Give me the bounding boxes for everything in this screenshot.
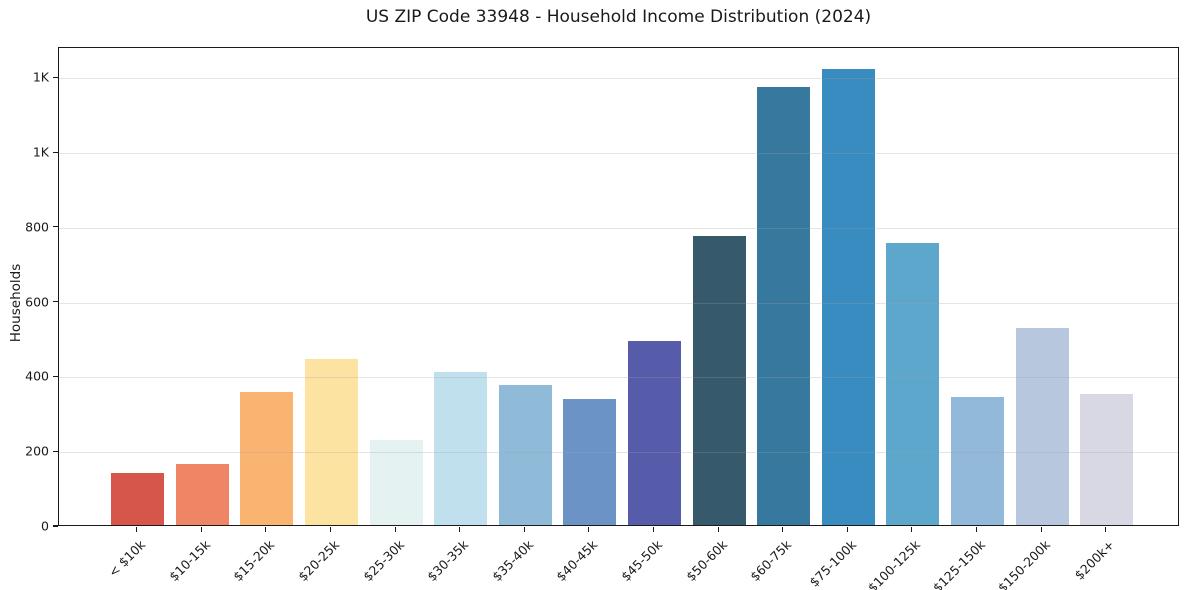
x-tick-label: $25-30k: [359, 537, 407, 585]
y-tick-label: 200: [25, 443, 49, 459]
y-tick-label: 0: [41, 518, 49, 534]
y-tick-mark: [53, 226, 58, 228]
bar-$45-50k: [628, 341, 681, 525]
x-tick-mark: [1105, 527, 1107, 532]
bar-$75-100k: [821, 68, 875, 525]
x-tick-label: $15-20k: [230, 537, 278, 585]
bar-$30-35k: [434, 371, 488, 525]
x-tick-mark: [394, 527, 396, 532]
x-tick-label: $200k+: [1071, 537, 1118, 583]
x-tick-mark: [846, 527, 848, 532]
x-tick-label: $20-25k: [295, 537, 343, 585]
y-tick-label: 600: [25, 294, 49, 310]
bar-$40-45k: [563, 398, 617, 525]
x-tick-label: $35-40k: [488, 537, 536, 585]
y-tick-label: 1K: [32, 69, 49, 85]
gridline: [59, 227, 1178, 229]
x-tick-label: $40-45k: [553, 537, 601, 585]
bar-$25-30k: [369, 439, 423, 525]
x-tick-label: $30-35k: [424, 537, 472, 585]
y-tick-mark: [53, 301, 58, 303]
x-tick-label: $125-150k: [929, 537, 989, 590]
x-tick-mark: [588, 527, 590, 532]
x-tick-mark: [136, 527, 138, 532]
x-tick-mark: [911, 527, 913, 532]
x-tick-mark: [975, 527, 978, 532]
plot-area: [58, 47, 1179, 526]
x-tick-mark: [717, 527, 719, 532]
y-tick-label: 1K: [32, 144, 49, 160]
gridline: [59, 452, 1178, 454]
y-tick-mark: [53, 450, 58, 452]
bar-$200k+: [1080, 394, 1134, 525]
x-tick-mark: [1040, 527, 1042, 532]
bar-$60-75k: [757, 86, 811, 525]
x-tick-label: < $10k: [105, 537, 149, 580]
bar-$35-40k: [498, 384, 552, 525]
x-tick-mark: [200, 527, 202, 532]
x-tick-mark: [782, 527, 784, 532]
x-tick-label: $150-200k: [994, 537, 1053, 590]
x-tick-mark: [523, 527, 525, 532]
x-tick-mark: [459, 527, 461, 532]
y-tick-mark: [53, 76, 58, 78]
x-tick-mark: [265, 527, 267, 532]
gridline: [59, 78, 1178, 80]
gridline: [59, 377, 1178, 379]
bar-$150-200k: [1015, 328, 1069, 525]
bar-$50-60k: [692, 236, 746, 525]
gridline: [59, 153, 1178, 155]
y-tick-mark: [53, 151, 58, 153]
x-tick-label: $60-75k: [747, 537, 795, 585]
y-tick-label: 800: [25, 219, 49, 235]
bar-$15-20k: [240, 392, 294, 525]
chart-title: US ZIP Code 33948 - Household Income Dis…: [365, 7, 872, 27]
x-tick-label: $50-60k: [682, 537, 730, 585]
y-tick-mark: [53, 525, 58, 527]
x-tick-label: $100-125k: [865, 537, 924, 590]
bar-$125-150k: [951, 396, 1004, 525]
x-tick-mark: [652, 527, 655, 532]
y-tick-label: 400: [25, 368, 49, 384]
bar-< $10k: [111, 473, 165, 525]
bar-$10-15k: [175, 464, 229, 525]
bar-$100-125k: [886, 243, 940, 525]
y-axis-label: Households: [8, 263, 24, 343]
gridline: [59, 302, 1178, 304]
bar-$20-25k: [305, 358, 358, 525]
x-tick-label: $75-100k: [806, 537, 859, 590]
x-tick-mark: [329, 527, 332, 532]
y-tick-mark: [53, 375, 58, 377]
x-tick-label: $45-50k: [618, 537, 666, 585]
x-tick-label: $10-15k: [165, 537, 213, 585]
